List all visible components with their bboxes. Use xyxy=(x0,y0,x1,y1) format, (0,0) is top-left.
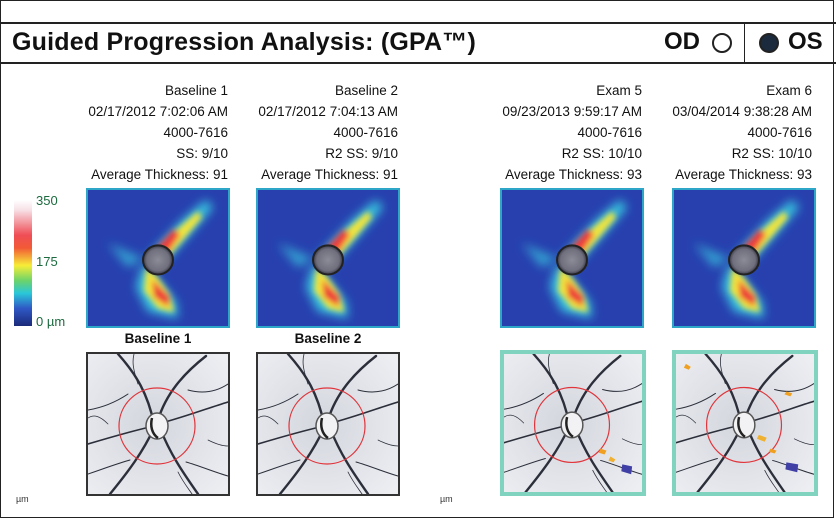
scale-label-bottom: 0 µm xyxy=(36,314,66,329)
exam-datetime: 03/04/2014 9:38:28 AM xyxy=(672,104,812,119)
exam-id: 4000-7616 xyxy=(163,125,228,140)
od-label: OD xyxy=(664,28,700,55)
fundus-photo-exam-5 xyxy=(500,350,646,496)
os-radio-button[interactable] xyxy=(759,33,779,53)
thickness-map-exam-6 xyxy=(672,188,816,328)
exam-name: Baseline 2 xyxy=(334,83,398,98)
exam-info-baseline-2: Baseline 2 02/17/2012 7:04:13 AM 4000-76… xyxy=(218,80,398,185)
exam-info-exam-6: Exam 6 03/04/2014 9:38:28 AM 4000-7616 R… xyxy=(632,80,812,185)
exam-info-baseline-1: Baseline 1 02/17/2012 7:02:06 AM 4000-76… xyxy=(48,80,228,185)
fundus-photo-exam-6 xyxy=(672,350,818,496)
exam-avg-thickness: Average Thickness: 91 xyxy=(261,167,398,182)
fundus-image xyxy=(676,354,814,492)
exam-info-exam-5: Exam 5 09/23/2013 9:59:17 AM 4000-7616 R… xyxy=(462,80,642,185)
report-header: Guided Progression Analysis: (GPA™) OD O… xyxy=(0,24,836,64)
exam-avg-thickness: Average Thickness: 91 xyxy=(91,167,228,182)
exam-datetime: 02/17/2012 7:02:06 AM xyxy=(88,104,228,119)
photo-label-baseline-1: Baseline 1 xyxy=(124,331,192,346)
unit-mark-left: µm xyxy=(16,494,29,504)
exam-datetime: 09/23/2013 9:59:17 AM xyxy=(502,104,642,119)
exam-avg-thickness: Average Thickness: 93 xyxy=(675,167,812,182)
exam-datetime: 02/17/2012 7:04:13 AM xyxy=(258,104,398,119)
os-label: OS xyxy=(788,28,823,55)
fundus-image xyxy=(504,354,642,492)
fundus-image xyxy=(258,354,398,494)
scale-label-top: 350 xyxy=(36,193,58,208)
scale-label-mid: 175 xyxy=(36,254,58,269)
thickness-color-scale xyxy=(14,200,32,326)
od-radio-button[interactable] xyxy=(712,33,732,53)
fundus-image xyxy=(88,354,228,494)
thickness-map-image xyxy=(88,190,228,326)
fundus-photo-baseline-1 xyxy=(86,352,230,496)
thickness-map-baseline-1 xyxy=(86,188,230,328)
unit-mark-right: µm xyxy=(440,494,453,504)
exam-id: 4000-7616 xyxy=(333,125,398,140)
exam-quality: SS: 9/10 xyxy=(176,146,228,161)
thickness-map-image xyxy=(674,190,814,326)
page-title: Guided Progression Analysis: (GPA™) xyxy=(12,28,477,56)
photo-label-baseline-2: Baseline 2 xyxy=(294,331,362,346)
thickness-map-baseline-2 xyxy=(256,188,400,328)
thickness-map-image xyxy=(258,190,398,326)
exam-name: Baseline 1 xyxy=(164,83,228,98)
header-rule xyxy=(0,22,836,24)
eye-divider xyxy=(744,24,745,62)
exam-name: Exam 5 xyxy=(596,83,642,98)
thickness-map-exam-5 xyxy=(500,188,644,328)
exam-quality: R2 SS: 10/10 xyxy=(731,146,812,161)
exam-avg-thickness: Average Thickness: 93 xyxy=(505,167,642,182)
thickness-map-image xyxy=(502,190,642,326)
fundus-photo-baseline-2 xyxy=(256,352,400,496)
exam-id: 4000-7616 xyxy=(747,125,812,140)
exam-quality: R2 SS: 9/10 xyxy=(325,146,398,161)
exam-id: 4000-7616 xyxy=(577,125,642,140)
exam-name: Exam 6 xyxy=(766,83,812,98)
exam-quality: R2 SS: 10/10 xyxy=(561,146,642,161)
